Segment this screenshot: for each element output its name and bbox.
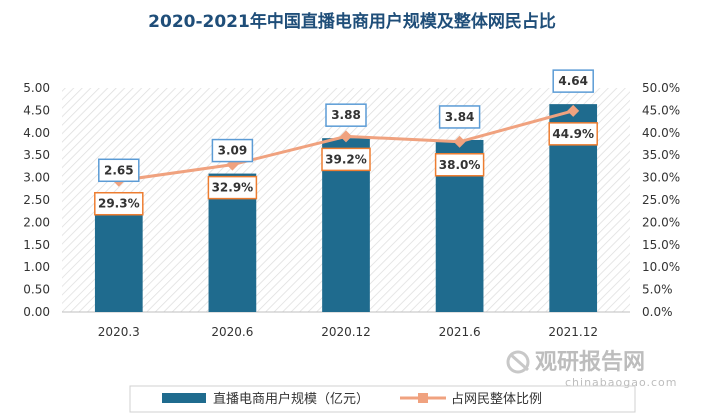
bar-value-label: 4.64	[558, 74, 588, 88]
x-axis: 2020.3 2020.6 2020.12 2021.6 2021.12	[98, 325, 598, 339]
right-tick-label: 40.0%	[642, 126, 680, 140]
watermark-main: 观研报告网	[535, 350, 645, 375]
line-point	[340, 130, 352, 143]
chart-title: 2020-2021年中国直播电商用户规模及整体网民占比	[148, 11, 556, 32]
left-tick-label: 3.50	[23, 148, 50, 162]
right-tick-label: 20.0%	[642, 215, 680, 229]
pct-value-label: 39.2%	[325, 152, 367, 166]
legend-box	[129, 385, 636, 413]
x-tick-label: 2020.6	[211, 325, 253, 339]
right-tick-label: 10.0%	[642, 260, 680, 274]
line-point	[567, 104, 580, 117]
pct-labels: 29.3% 32.9% 39.2% 38.0% 44.9%	[94, 122, 598, 216]
legend: 直播电商用户规模（亿元） 占网民整体比例	[129, 385, 636, 413]
bar-label-box	[98, 158, 140, 183]
legend-label-bar: 直播电商用户规模（亿元）	[213, 391, 369, 407]
left-tick-label: 0.00	[23, 305, 50, 319]
left-tick-label: 0.50	[23, 283, 50, 297]
watermark: 观研报告网 chinabaogao.com	[506, 350, 678, 389]
left-axis: 0.00 0.50 1.00 1.50 2.00 2.50 3.00 3.50 4.00 4.50…	[23, 81, 50, 319]
bar-value-label: 3.84	[445, 110, 475, 124]
line-point	[453, 135, 466, 148]
left-tick-label: 4.50	[23, 103, 50, 117]
pct-label-box	[434, 153, 485, 177]
right-tick-label: 0.0%	[642, 305, 673, 319]
bar-label-box	[325, 103, 367, 127]
watermark-logo-icon	[506, 350, 530, 374]
legend-label-line: 占网民整体比例	[451, 392, 542, 407]
legend-swatch-marker	[418, 393, 428, 403]
pct-label-box	[94, 191, 144, 216]
x-tick-label: 2020.12	[321, 325, 371, 339]
right-tick-label: 15.0%	[642, 238, 680, 252]
right-tick-label: 35.0%	[642, 148, 680, 162]
pct-value-label: 44.9%	[552, 127, 594, 141]
x-tick-label: 2021.6	[439, 325, 481, 339]
right-tick-label: 25.0%	[642, 193, 680, 207]
left-tick-label: 5.00	[23, 81, 50, 95]
bar-value-label: 3.88	[331, 108, 361, 122]
pct-value-label: 29.3%	[98, 197, 140, 211]
left-tick-label: 2.00	[23, 215, 50, 229]
left-tick-label: 1.00	[23, 260, 50, 274]
left-tick-label: 1.50	[23, 238, 50, 252]
pct-label-box	[548, 122, 598, 146]
bar-label-box	[211, 138, 254, 163]
x-tick-label: 2021.12	[548, 325, 598, 339]
right-tick-label: 30.0%	[642, 171, 680, 185]
bar-label-box	[552, 69, 594, 93]
pct-label-box	[321, 147, 371, 172]
pct-value-label: 32.9%	[212, 181, 254, 195]
bar-value-label: 3.09	[218, 144, 248, 158]
right-axis: 0.0% 5.0% 10.0% 15.0% 20.0% 25.0% 30.0% 35.0% 40…	[642, 81, 680, 319]
legend-swatch-bar	[162, 393, 206, 403]
x-tick-label: 2020.3	[98, 325, 140, 339]
right-tick-label: 45.0%	[642, 103, 680, 117]
left-tick-label: 3.00	[23, 171, 50, 185]
watermark-sub: chinabaogao.com	[565, 376, 678, 389]
bar-labels: 2.65 3.09 3.88 3.84 4.64	[98, 69, 594, 183]
pct-label-box	[207, 175, 258, 200]
bar-label-box	[438, 105, 481, 129]
left-tick-label: 4.00	[23, 126, 50, 140]
pct-value-label: 38.0%	[439, 158, 481, 172]
right-tick-label: 5.0%	[642, 283, 673, 297]
right-tick-label: 50.0%	[642, 81, 680, 95]
bar-value-label: 2.65	[104, 163, 134, 177]
left-tick-label: 2.50	[23, 193, 50, 207]
